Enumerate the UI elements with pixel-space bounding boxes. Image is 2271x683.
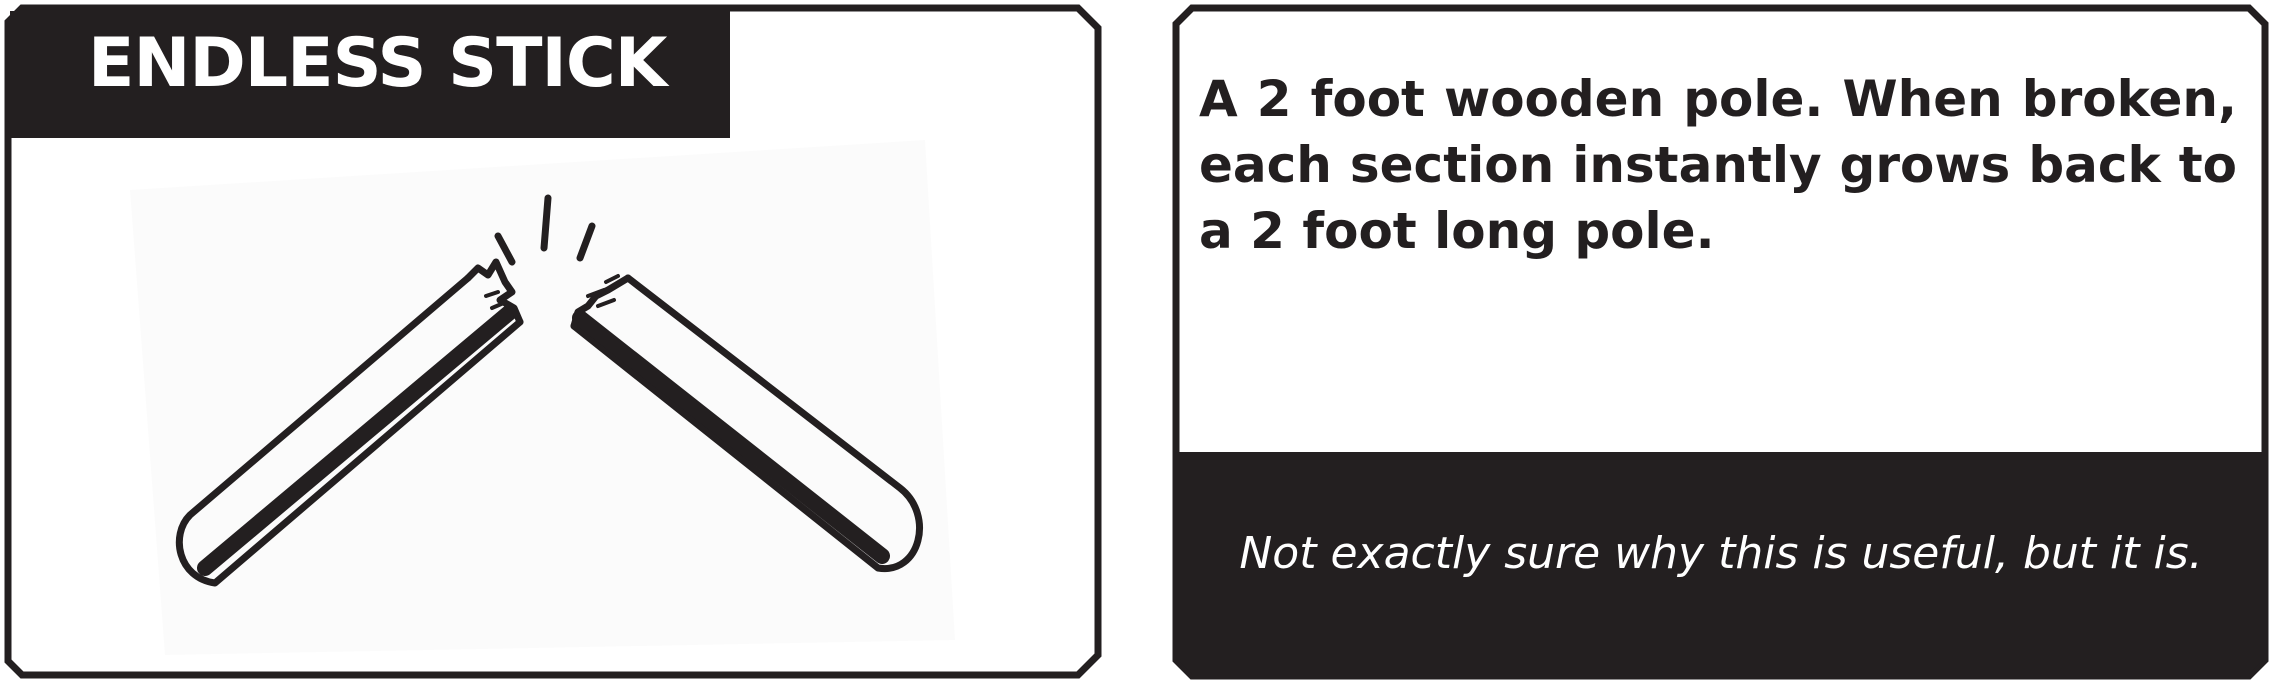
snap-marks bbox=[494, 194, 596, 266]
item-description: A 2 foot wooden pole. When broken, each … bbox=[1199, 70, 2237, 260]
broken-stick-illustration bbox=[175, 194, 923, 587]
title-banner bbox=[10, 11, 730, 138]
stick-right-half bbox=[570, 274, 923, 572]
flavor-text: Not exactly sure why this is useful, but… bbox=[1239, 528, 2203, 579]
illustration-paper bbox=[130, 140, 955, 655]
item-text-panel bbox=[1172, 4, 2269, 680]
item-image-panel bbox=[4, 4, 1102, 679]
stick-left-half bbox=[175, 258, 524, 587]
card-title: ENDLESS STICK bbox=[88, 24, 667, 103]
flavor-banner bbox=[1178, 452, 2263, 674]
